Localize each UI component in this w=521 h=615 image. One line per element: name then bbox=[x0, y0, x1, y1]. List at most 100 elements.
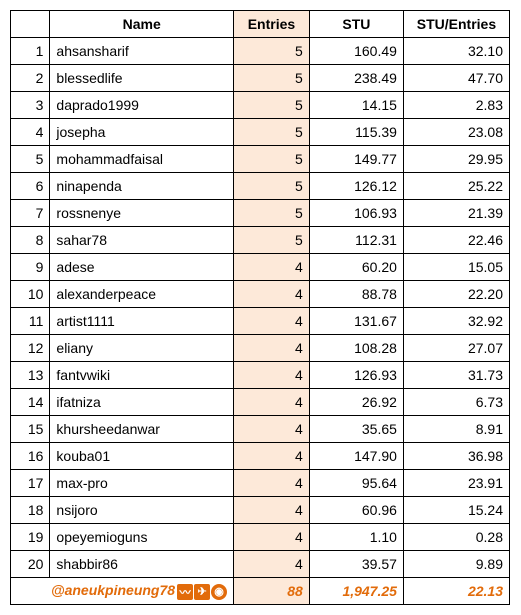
name-cell: shabbir86 bbox=[50, 551, 234, 578]
entries-cell: 4 bbox=[234, 497, 310, 524]
entries-cell: 5 bbox=[234, 92, 310, 119]
ratio-cell: 36.98 bbox=[403, 443, 509, 470]
stu-cell: 14.15 bbox=[309, 92, 403, 119]
ratio-cell: 22.20 bbox=[403, 281, 509, 308]
ratio-cell: 25.22 bbox=[403, 173, 509, 200]
row-number: 2 bbox=[11, 65, 50, 92]
name-cell: kouba01 bbox=[50, 443, 234, 470]
name-cell: eliany bbox=[50, 335, 234, 362]
entries-header: Entries bbox=[234, 11, 310, 38]
stu-cell: 1.10 bbox=[309, 524, 403, 551]
entries-cell: 5 bbox=[234, 200, 310, 227]
stu-cell: 35.65 bbox=[309, 416, 403, 443]
ratio-cell: 21.39 bbox=[403, 200, 509, 227]
name-cell: artist1111 bbox=[50, 308, 234, 335]
ratio-cell: 22.46 bbox=[403, 227, 509, 254]
row-number: 9 bbox=[11, 254, 50, 281]
stu-cell: 60.20 bbox=[309, 254, 403, 281]
entries-cell: 4 bbox=[234, 389, 310, 416]
table-row: 14ifatniza426.926.73 bbox=[11, 389, 510, 416]
ratio-cell: 32.10 bbox=[403, 38, 509, 65]
ratio-cell: 2.83 bbox=[403, 92, 509, 119]
stu-cell: 26.92 bbox=[309, 389, 403, 416]
stu-cell: 238.49 bbox=[309, 65, 403, 92]
row-number: 6 bbox=[11, 173, 50, 200]
steem-icon: 〰 bbox=[177, 584, 193, 600]
name-cell: josepha bbox=[50, 119, 234, 146]
entries-cell: 4 bbox=[234, 335, 310, 362]
table-row: 1ahsansharif5160.4932.10 bbox=[11, 38, 510, 65]
stu-cell: 106.93 bbox=[309, 200, 403, 227]
row-number: 17 bbox=[11, 470, 50, 497]
ratio-cell: 15.24 bbox=[403, 497, 509, 524]
table-row: 10alexanderpeace488.7822.20 bbox=[11, 281, 510, 308]
stu-cell: 112.31 bbox=[309, 227, 403, 254]
table-row: 6ninapenda5126.1225.22 bbox=[11, 173, 510, 200]
ratio-cell: 15.05 bbox=[403, 254, 509, 281]
stu-cell: 131.67 bbox=[309, 308, 403, 335]
row-number: 8 bbox=[11, 227, 50, 254]
table-row: 12eliany4108.2827.07 bbox=[11, 335, 510, 362]
name-cell: fantvwiki bbox=[50, 362, 234, 389]
stu-cell: 95.64 bbox=[309, 470, 403, 497]
ratio-cell: 47.70 bbox=[403, 65, 509, 92]
footer-row: @aneukpineung78〰✈◉881,947.2522.13 bbox=[11, 578, 510, 605]
table-row: 4josepha5115.3923.08 bbox=[11, 119, 510, 146]
name-cell: ifatniza bbox=[50, 389, 234, 416]
name-cell: khursheedanwar bbox=[50, 416, 234, 443]
name-cell: alexanderpeace bbox=[50, 281, 234, 308]
row-number: 18 bbox=[11, 497, 50, 524]
row-number: 16 bbox=[11, 443, 50, 470]
stu-cell: 108.28 bbox=[309, 335, 403, 362]
entries-cell: 4 bbox=[234, 524, 310, 551]
ratio-cell: 23.08 bbox=[403, 119, 509, 146]
ratio-cell: 27.07 bbox=[403, 335, 509, 362]
data-table: Name Entries STU STU/Entries 1ahsanshari… bbox=[10, 10, 510, 605]
entries-cell: 4 bbox=[234, 308, 310, 335]
ratio-cell: 29.95 bbox=[403, 146, 509, 173]
row-number: 5 bbox=[11, 146, 50, 173]
entries-cell: 5 bbox=[234, 119, 310, 146]
ratio-cell: 32.92 bbox=[403, 308, 509, 335]
table-row: 19opeyemioguns41.100.28 bbox=[11, 524, 510, 551]
ratio-cell: 9.89 bbox=[403, 551, 509, 578]
row-number: 19 bbox=[11, 524, 50, 551]
stu-cell: 126.93 bbox=[309, 362, 403, 389]
header-row: Name Entries STU STU/Entries bbox=[11, 11, 510, 38]
entries-cell: 4 bbox=[234, 416, 310, 443]
row-number: 13 bbox=[11, 362, 50, 389]
name-cell: max-pro bbox=[50, 470, 234, 497]
footer-ratio: 22.13 bbox=[403, 578, 509, 605]
name-cell: ahsansharif bbox=[50, 38, 234, 65]
entries-cell: 4 bbox=[234, 443, 310, 470]
table-row: 7rossnenye5106.9321.39 bbox=[11, 200, 510, 227]
table-row: 5mohammadfaisal5149.7729.95 bbox=[11, 146, 510, 173]
table-row: 11artist11114131.6732.92 bbox=[11, 308, 510, 335]
ratio-cell: 6.73 bbox=[403, 389, 509, 416]
stu-cell: 115.39 bbox=[309, 119, 403, 146]
discord-icon: ◉ bbox=[211, 584, 227, 600]
entries-cell: 4 bbox=[234, 362, 310, 389]
entries-cell: 5 bbox=[234, 173, 310, 200]
table-row: 2blessedlife5238.4947.70 bbox=[11, 65, 510, 92]
table-row: 18nsijoro460.9615.24 bbox=[11, 497, 510, 524]
name-cell: sahar78 bbox=[50, 227, 234, 254]
ratio-cell: 31.73 bbox=[403, 362, 509, 389]
row-number: 10 bbox=[11, 281, 50, 308]
telegram-icon: ✈ bbox=[194, 584, 210, 600]
table-row: 15khursheedanwar435.658.91 bbox=[11, 416, 510, 443]
name-cell: mohammadfaisal bbox=[50, 146, 234, 173]
entries-cell: 5 bbox=[234, 38, 310, 65]
entries-cell: 4 bbox=[234, 551, 310, 578]
footer-entries: 88 bbox=[234, 578, 310, 605]
table-row: 8sahar785112.3122.46 bbox=[11, 227, 510, 254]
entries-cell: 4 bbox=[234, 470, 310, 497]
entries-cell: 4 bbox=[234, 281, 310, 308]
row-number: 20 bbox=[11, 551, 50, 578]
row-number: 3 bbox=[11, 92, 50, 119]
name-cell: rossnenye bbox=[50, 200, 234, 227]
ratio-cell: 23.91 bbox=[403, 470, 509, 497]
stu-header: STU bbox=[309, 11, 403, 38]
name-header: Name bbox=[50, 11, 234, 38]
stu-cell: 147.90 bbox=[309, 443, 403, 470]
